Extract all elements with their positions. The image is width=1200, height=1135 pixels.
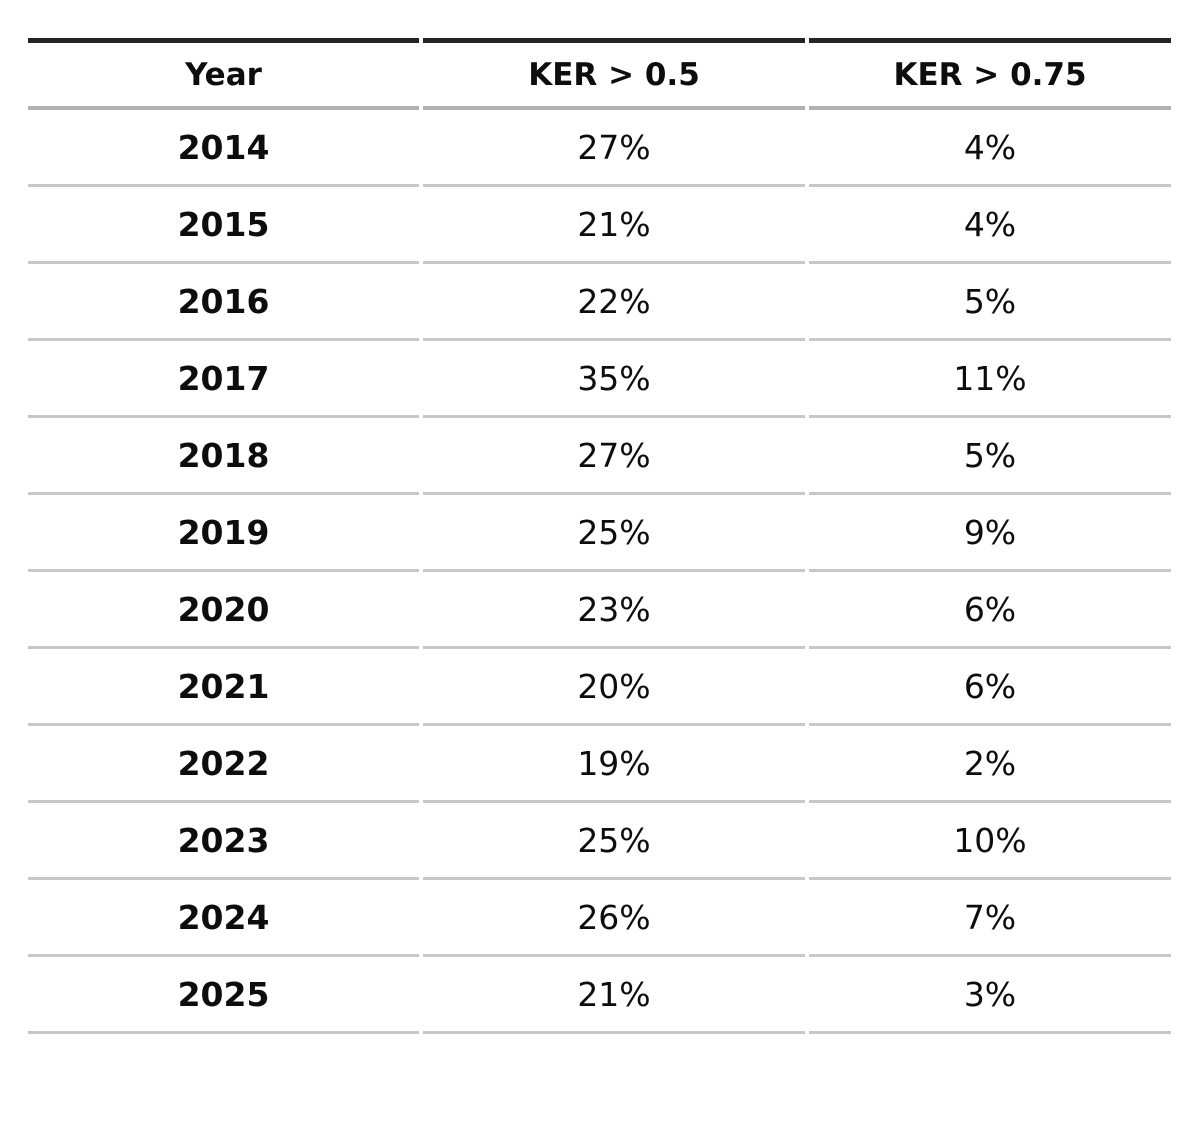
ker-gt-05-cell: 35% [423, 341, 805, 418]
ker-gt-075-cell: 6% [809, 649, 1171, 726]
year-cell: 2019 [28, 495, 419, 572]
table-body: 2014 27% 4% 2015 21% 4% 2016 22% 5% 2017… [28, 110, 1171, 1034]
year-cell: 2015 [28, 187, 419, 264]
year-cell: 2025 [28, 957, 419, 1034]
table-header: Year KER > 0.5 KER > 0.75 [28, 38, 1171, 110]
year-cell: 2016 [28, 264, 419, 341]
ker-gt-05-cell: 19% [423, 726, 805, 803]
ker-gt-075-cell: 3% [809, 957, 1171, 1034]
table-row: 2018 27% 5% [28, 418, 1171, 495]
ker-gt-05-cell: 22% [423, 264, 805, 341]
header-ker-gt-075: KER > 0.75 [809, 38, 1171, 110]
year-cell: 2022 [28, 726, 419, 803]
ker-gt-075-cell: 10% [809, 803, 1171, 880]
table-row: 2021 20% 6% [28, 649, 1171, 726]
ker-gt-075-cell: 4% [809, 110, 1171, 187]
ker-gt-05-cell: 20% [423, 649, 805, 726]
ker-gt-05-cell: 26% [423, 880, 805, 957]
ker-yearly-table: Year KER > 0.5 KER > 0.75 2014 27% 4% 20… [24, 38, 1175, 1034]
ker-gt-05-cell: 25% [423, 803, 805, 880]
ker-gt-075-cell: 6% [809, 572, 1171, 649]
ker-gt-075-cell: 5% [809, 264, 1171, 341]
ker-gt-05-cell: 25% [423, 495, 805, 572]
header-year: Year [28, 38, 419, 110]
table-row: 2019 25% 9% [28, 495, 1171, 572]
year-cell: 2021 [28, 649, 419, 726]
ker-gt-075-cell: 4% [809, 187, 1171, 264]
ker-gt-075-cell: 2% [809, 726, 1171, 803]
table-row: 2015 21% 4% [28, 187, 1171, 264]
table-row: 2025 21% 3% [28, 957, 1171, 1034]
table-row: 2017 35% 11% [28, 341, 1171, 418]
year-cell: 2018 [28, 418, 419, 495]
header-ker-gt-05: KER > 0.5 [423, 38, 805, 110]
ker-table-container: Year KER > 0.5 KER > 0.75 2014 27% 4% 20… [24, 38, 1175, 1034]
year-cell: 2023 [28, 803, 419, 880]
year-cell: 2024 [28, 880, 419, 957]
ker-gt-075-cell: 11% [809, 341, 1171, 418]
table-row: 2020 23% 6% [28, 572, 1171, 649]
ker-gt-05-cell: 27% [423, 418, 805, 495]
ker-gt-05-cell: 27% [423, 110, 805, 187]
ker-gt-075-cell: 7% [809, 880, 1171, 957]
table-row: 2014 27% 4% [28, 110, 1171, 187]
table-row: 2024 26% 7% [28, 880, 1171, 957]
ker-gt-05-cell: 21% [423, 187, 805, 264]
ker-gt-05-cell: 21% [423, 957, 805, 1034]
header-row: Year KER > 0.5 KER > 0.75 [28, 38, 1171, 110]
table-row: 2022 19% 2% [28, 726, 1171, 803]
ker-gt-05-cell: 23% [423, 572, 805, 649]
year-cell: 2020 [28, 572, 419, 649]
ker-gt-075-cell: 5% [809, 418, 1171, 495]
year-cell: 2014 [28, 110, 419, 187]
year-cell: 2017 [28, 341, 419, 418]
table-row: 2023 25% 10% [28, 803, 1171, 880]
table-row: 2016 22% 5% [28, 264, 1171, 341]
ker-gt-075-cell: 9% [809, 495, 1171, 572]
